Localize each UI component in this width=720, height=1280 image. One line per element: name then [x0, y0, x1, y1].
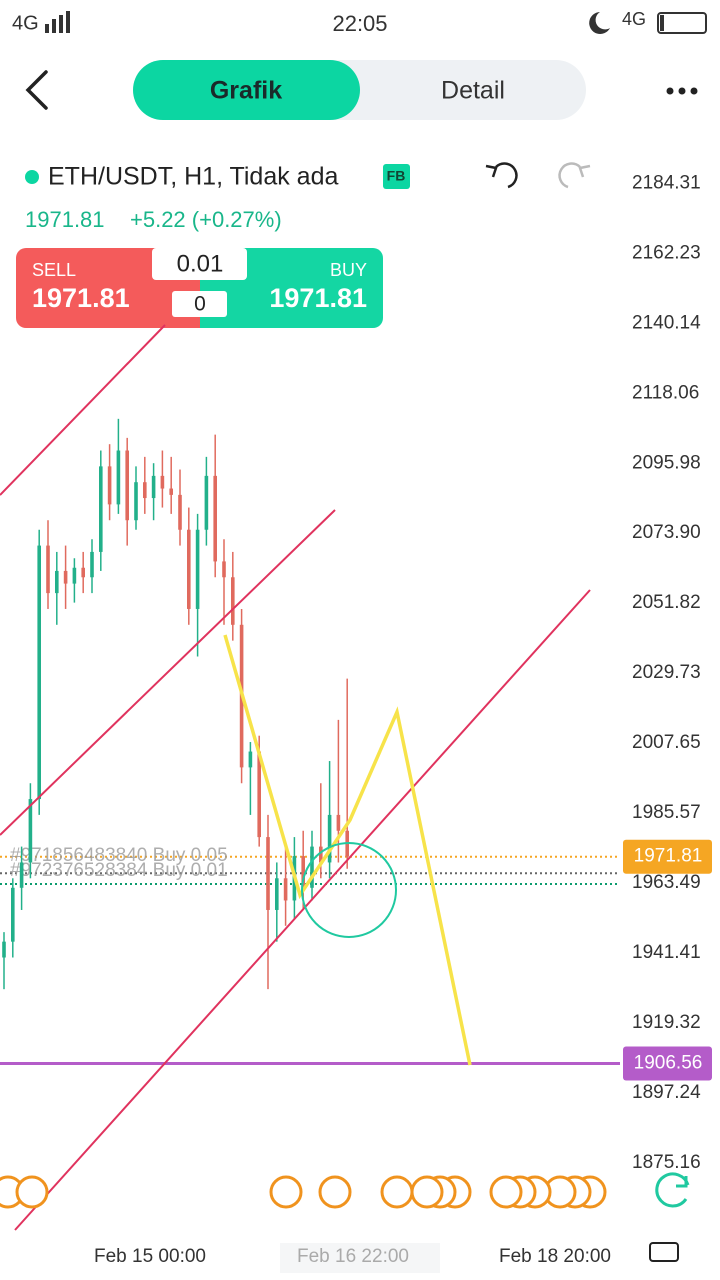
- battery-level: [660, 15, 664, 31]
- chart: 2184.31 2162.23 2140.14 2118.06 2095.98 2073.…: [0, 172, 712, 1273]
- candle-body: [125, 450, 129, 521]
- sell-label: SELL: [32, 260, 76, 280]
- candle-body: [37, 545, 41, 800]
- network-left: 4G: [12, 12, 39, 34]
- sell-price: 1971.81: [32, 283, 130, 313]
- candle-body: [301, 856, 305, 888]
- x-tick-label: Feb 15 00:00: [94, 1246, 206, 1267]
- y-tick-label: 2073.90: [632, 522, 701, 543]
- status-dot: [25, 170, 39, 184]
- price: 1971.81: [25, 207, 105, 232]
- candle-body: [213, 475, 217, 562]
- spread: 0: [194, 293, 206, 316]
- network-right: 4G: [622, 9, 646, 29]
- candle-body: [327, 814, 332, 863]
- tab[interactable]: Detail: [441, 77, 505, 105]
- symbol-name: ETH/USDT, H1, Tidak ada: [48, 163, 338, 191]
- clock: 22:05: [332, 11, 387, 36]
- tab-active[interactable]: [133, 60, 360, 120]
- order-label: #972376528384 Buy 0.01: [10, 860, 228, 881]
- redo-button[interactable]: [558, 162, 591, 189]
- y-tick-label: 2162.23: [632, 242, 701, 263]
- badge-text: FB: [387, 168, 406, 184]
- candle-body: [160, 475, 165, 489]
- candle-body: [195, 529, 200, 609]
- candle-body: [72, 567, 77, 584]
- candle-body: [81, 567, 85, 578]
- candle-body: [99, 466, 103, 552]
- price-tag-label: 1906.56: [634, 1052, 703, 1073]
- candle-body: [46, 545, 50, 594]
- y-tick-label: 1941.41: [632, 942, 701, 963]
- moon-icon: [589, 12, 610, 34]
- candle-body: [231, 577, 235, 625]
- order-label: #971856483840 Buy 0.05: [10, 845, 228, 866]
- buy-price: 1971.81: [269, 283, 367, 313]
- candle-body: [116, 450, 121, 505]
- candle-body: [107, 466, 112, 505]
- candle-body: [248, 751, 253, 768]
- candle-body: [275, 878, 279, 910]
- tab[interactable]: Grafik: [210, 77, 282, 105]
- candle-body: [178, 494, 182, 530]
- candle-body: [266, 837, 270, 910]
- buy-label: BUY: [330, 260, 367, 280]
- candle-body: [151, 475, 156, 499]
- y-tick-label: 2029.73: [632, 662, 701, 683]
- signal-icon: [45, 11, 70, 33]
- candle-body: [55, 570, 59, 594]
- back-button[interactable]: [25, 70, 48, 110]
- lot-input[interactable]: [152, 248, 247, 280]
- candle-body: [187, 529, 191, 609]
- price-tag-label: 1971.81: [634, 846, 703, 867]
- x-tick-label: Feb 18 20:00: [499, 1246, 611, 1267]
- y-tick-label: 2007.65: [632, 732, 701, 753]
- candle-body: [28, 799, 33, 863]
- y-tick-label: 2184.31: [632, 172, 701, 193]
- candle-body: [19, 862, 24, 888]
- reset-button[interactable]: [655, 1172, 690, 1208]
- battery: [657, 12, 707, 34]
- y-tick-label: 1919.32: [632, 1012, 701, 1033]
- price-tag: [623, 1046, 712, 1081]
- candle-body: [143, 482, 147, 499]
- price-change: +5.22 (+0.27%): [130, 207, 282, 232]
- event-markers: [0, 1175, 607, 1209]
- candle-body: [169, 488, 173, 495]
- candle-body: [11, 887, 15, 942]
- y-tick-label: 2118.06: [632, 382, 699, 403]
- candle-body: [90, 551, 94, 578]
- crosshair-label-bg: [280, 1243, 440, 1273]
- circle-drawing: [301, 842, 397, 938]
- candle-body: [134, 482, 138, 521]
- candle-body: [257, 751, 261, 838]
- candle-body: [2, 941, 6, 958]
- y-tick-label: 1985.57: [632, 802, 701, 823]
- keyboard-button[interactable]: [649, 1242, 679, 1262]
- candle-body: [283, 878, 288, 901]
- y-tick-label: 2095.98: [632, 452, 701, 473]
- yellow-drawing: [223, 634, 472, 1066]
- more-button[interactable]: [666, 87, 698, 95]
- candle-body: [204, 475, 209, 530]
- y-tick-label: 2140.14: [632, 312, 701, 333]
- candle-body: [319, 846, 323, 863]
- candle-body: [310, 846, 314, 888]
- price-tag: [623, 839, 712, 874]
- candle-body: [63, 570, 68, 584]
- undo-button[interactable]: [485, 162, 518, 189]
- lot: 0.01: [177, 250, 224, 277]
- candle-body: [222, 561, 226, 578]
- spread-box: [172, 291, 227, 317]
- y-tick-label: 1875.16: [632, 1152, 701, 1173]
- trend-lines: [0, 324, 591, 1231]
- y-tick-label: 1963.49: [632, 872, 701, 893]
- y-tick-label: 1897.24: [632, 1082, 701, 1103]
- x-tick-label: Feb 16 22:00: [297, 1246, 409, 1267]
- badge: [383, 164, 410, 189]
- candle-body: [336, 814, 341, 831]
- y-tick-label: 2051.82: [632, 592, 701, 613]
